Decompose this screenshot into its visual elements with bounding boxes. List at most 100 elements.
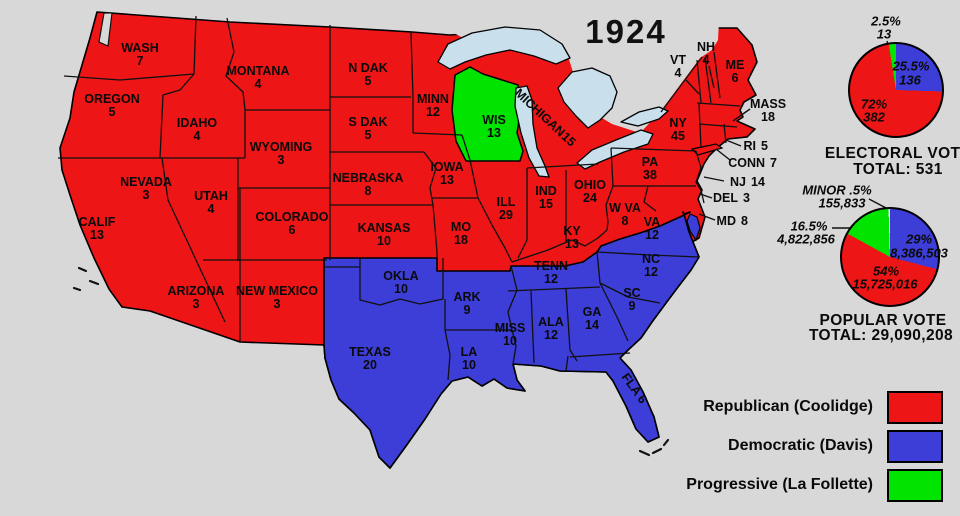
island-dashes [72,266,670,457]
state-label-oregon-name: OREGON [84,92,140,106]
state-label-nebraska-votes: 8 [365,184,372,198]
state-label-idaho-name: IDAHO [177,116,218,130]
state-label-miss-name: MISS [495,321,526,335]
state-label-n-dak-name: N DAK [348,61,388,75]
state-label-ri-name: RI [744,139,757,153]
state-label-pa-name: PA [642,155,658,169]
state-label-vt-name: VT [670,53,686,67]
state-label-ga-votes: 14 [585,318,599,332]
mass-pointer-line [732,108,751,122]
state-label-me-name: ME [726,58,745,72]
state-label-me-votes: 6 [732,71,739,85]
legend-swatch-democratic [887,430,943,463]
state-label-new-mexico-name: NEW MEXICO [236,284,318,298]
state-label-okla-name: OKLA [383,269,418,283]
state-label-wyoming-votes: 3 [278,153,285,167]
state-label-oregon-votes: 5 [109,105,116,119]
legend-swatch-republican [887,391,943,424]
legend-swatch-progressive [887,469,943,502]
state-label-minn-votes: 12 [426,105,440,119]
popular-progressive-votes: 4,822,856 [777,231,835,247]
popular-democratic-votes: 8,386,503 [890,245,948,261]
state-label-arizona-name: ARIZONA [168,284,225,298]
state-label-w-va-votes: 8 [622,214,629,228]
state-label-ill-votes: 29 [499,208,513,222]
state-label-kansas-name: KANSAS [358,221,411,235]
state-label-sc-name: SC [623,286,640,300]
state-label-mass-votes: 18 [761,110,775,124]
electoral-vote-total: TOTAL: 531 [853,161,943,178]
state-label-texas-votes: 20 [363,358,377,372]
state-borders-blue [324,251,700,381]
state-label-iowa-name: IOWA [430,160,463,174]
state-label-ohio-votes: 24 [583,191,597,205]
state-label-nevada-votes: 3 [143,188,150,202]
popular-progressive-pct: 16.5% [790,218,828,234]
state-label-s-dak-name: S DAK [349,115,388,129]
electoral-vote-title: ELECTORAL VOTE [824,145,960,162]
state-label-del-name: DEL [713,191,738,205]
lake-superior [437,26,571,70]
progressive-state-wisconsin [451,66,524,162]
state-label-ind-votes: 15 [539,197,553,211]
state-label-iowa-votes: 13 [440,173,454,187]
popular-democratic-pct: 29% [905,231,933,247]
state-label-ind-name: IND [535,184,557,198]
md-pointer-line [698,213,716,221]
page-title: 1924 [585,13,667,50]
state-label-ri-votes: 5 [761,139,768,153]
electoral-republican-votes: 382 [863,109,885,125]
ri-pointer-line [725,139,742,147]
state-label-new-mexico-votes: 3 [274,297,281,311]
state-label-wis-votes: 13 [487,126,501,140]
state-label-ga-name: GA [583,305,602,319]
puget-sound [98,12,113,47]
state-label-utah-name: UTAH [194,189,228,203]
state-label-mo-name: MO [451,220,471,234]
popular-vote-title: POPULAR VOTE [819,312,947,329]
state-label-del-votes: 3 [743,191,750,205]
state-label-montana-name: MONTANA [227,64,290,78]
state-label-ky-votes: 13 [565,237,579,251]
state-label-vt-votes: 4 [675,66,682,80]
state-label-colorado-name: COLORADO [256,210,329,224]
state-label-nh-name: NH [697,40,715,54]
popular-republican-pct: 54% [872,263,900,279]
state-label-sc-votes: 9 [629,299,636,313]
nh-pointer-line [708,65,715,89]
lake-ontario [620,106,669,127]
state-label-nc-votes: 12 [644,265,658,279]
state-label-wis-name: WIS [482,113,506,127]
state-label-ny-votes: 45 [671,129,685,143]
state-label-n-dak-votes: 5 [365,74,372,88]
electoral-democratic-votes: 136 [899,72,921,88]
state-label-mo-votes: 18 [454,233,468,247]
state-label-ky-name: KY [563,224,581,238]
state-label-miss-votes: 10 [503,334,517,348]
state-labels: WASH7OREGON5CALIF13NEVADA3IDAHO4MONTANA4… [79,40,786,406]
state-label-wash-name: WASH [121,41,159,55]
popular-vote-pie-chart [840,207,940,307]
state-label-arizona-votes: 3 [193,297,200,311]
legend-label-republican: Republican (Coolidge) [703,398,873,415]
state-label-nevada-name: NEVADA [120,175,172,189]
state-label-md-votes: 8 [741,214,748,228]
state-label-tenn-votes: 12 [544,272,558,286]
popular-republican-votes: 15,725,016 [852,276,918,292]
state-label-minn-name: MINN [417,92,449,106]
state-label-va-name: VA [644,215,660,229]
popular-minor-votes: 155,833 [818,195,866,211]
state-label-nj-name: NJ [730,175,746,189]
state-label-ala-votes: 12 [544,328,558,342]
vt-pointer-line [685,79,700,95]
state-label-okla-votes: 10 [394,282,408,296]
state-label-ny-name: NY [669,116,687,130]
state-label-kansas-votes: 10 [377,234,391,248]
conn-pointer-line [715,148,731,161]
state-label-calif-name: CALIF [79,215,116,229]
lake-erie [576,129,654,170]
legend-label-progressive: Progressive (La Follette) [686,476,873,493]
state-label-pa-votes: 38 [643,168,657,182]
state-borders-red [58,15,741,342]
state-label-utah-votes: 4 [208,202,215,216]
